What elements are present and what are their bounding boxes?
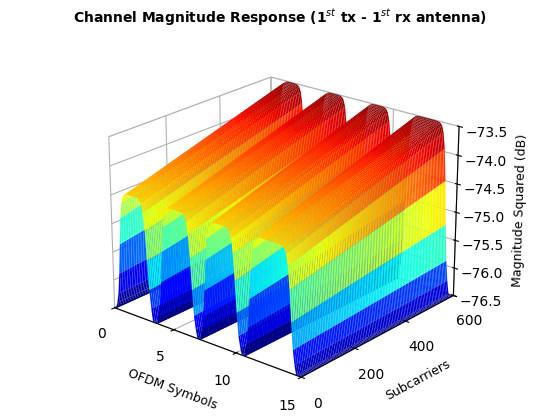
- Title: Channel Magnitude Response (1$^{st}$ tx - 1$^{st}$ rx antenna): Channel Magnitude Response (1$^{st}$ tx …: [73, 7, 487, 28]
- X-axis label: OFDM Symbols: OFDM Symbols: [127, 367, 220, 412]
- Y-axis label: Subcarriers: Subcarriers: [383, 357, 452, 403]
